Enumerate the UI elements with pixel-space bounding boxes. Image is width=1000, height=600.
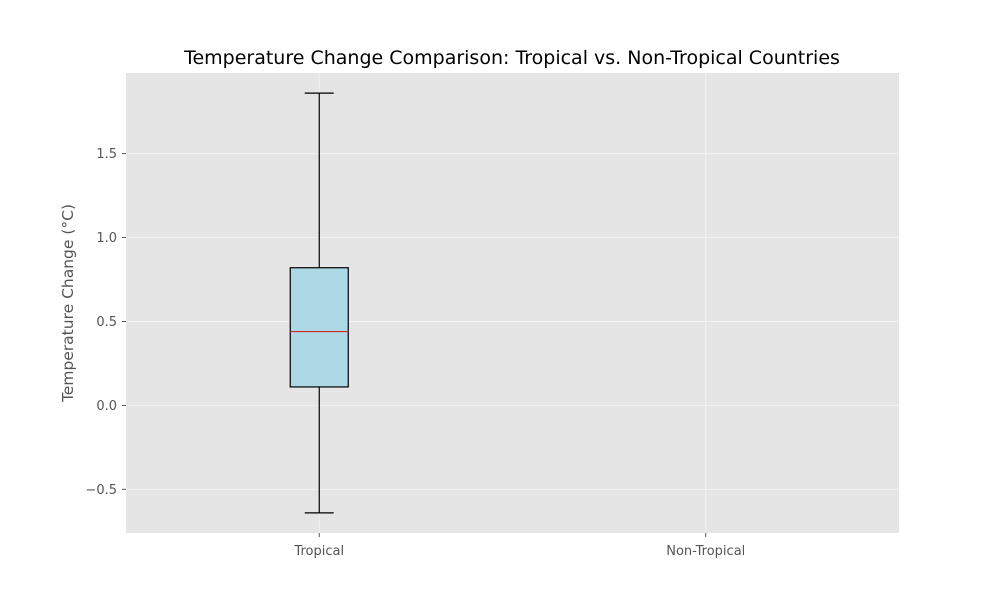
boxes (289, 92, 349, 514)
x-tick-label: Non-Tropical (666, 544, 745, 559)
iqr-box (289, 267, 349, 388)
chart-title: Temperature Change Comparison: Tropical … (183, 47, 840, 69)
box-tropical (289, 92, 349, 514)
y-tick-label: 1.5 (96, 147, 117, 162)
axes: −0.5 0.0 0.5 1.0 1.5 Tropical Non-Tropical (85, 147, 745, 559)
x-tick-label: Tropical (293, 544, 344, 559)
y-tick-label: 0.0 (96, 399, 117, 414)
y-tick-label: −0.5 (85, 483, 117, 498)
plot-area (126, 73, 899, 533)
y-tick-label: 0.5 (96, 315, 117, 330)
y-axis-label: Temperature Change (°C) (59, 204, 77, 403)
y-tick-label: 1.0 (96, 231, 117, 246)
